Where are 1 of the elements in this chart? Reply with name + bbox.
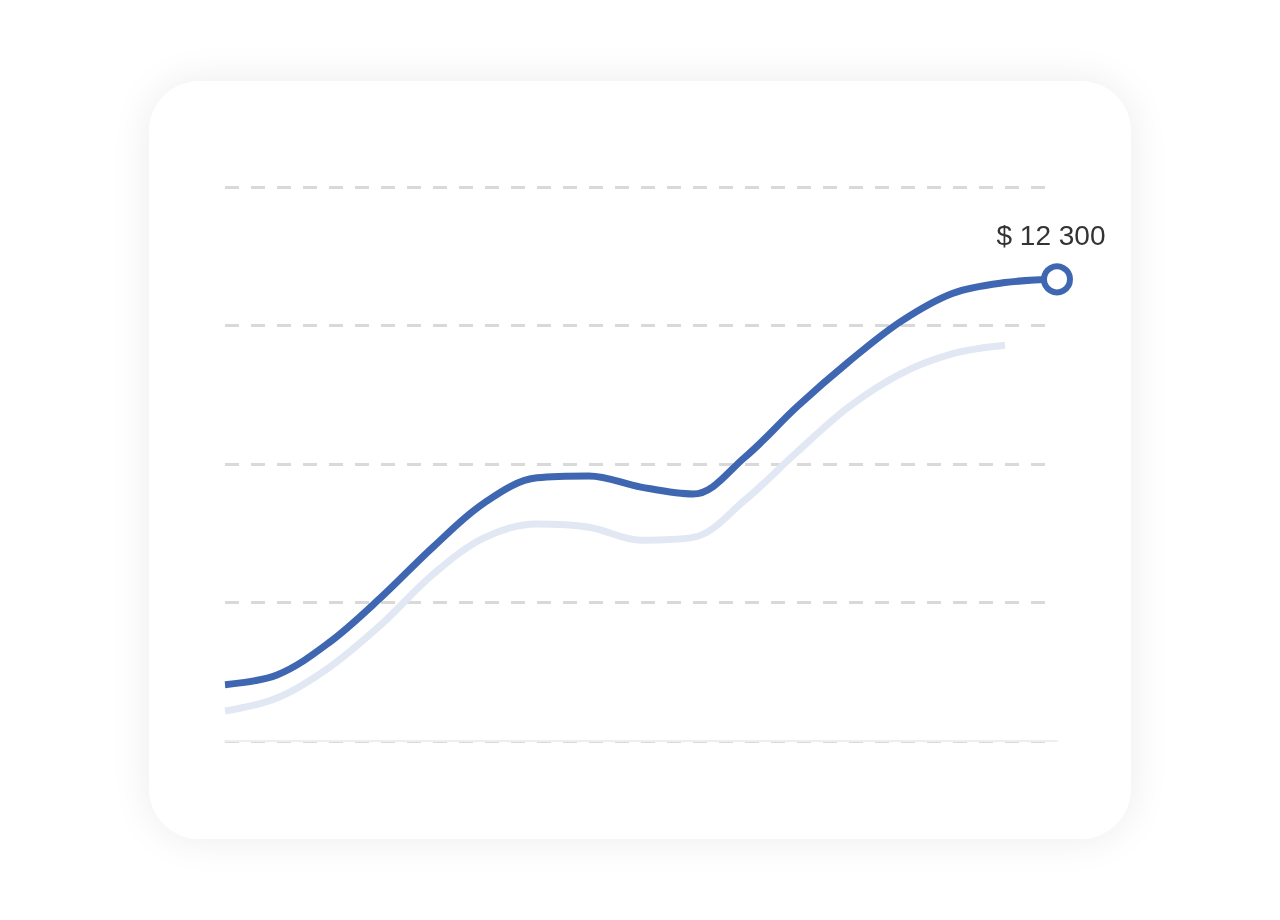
text: $ 12 300 (996, 219, 1106, 251)
